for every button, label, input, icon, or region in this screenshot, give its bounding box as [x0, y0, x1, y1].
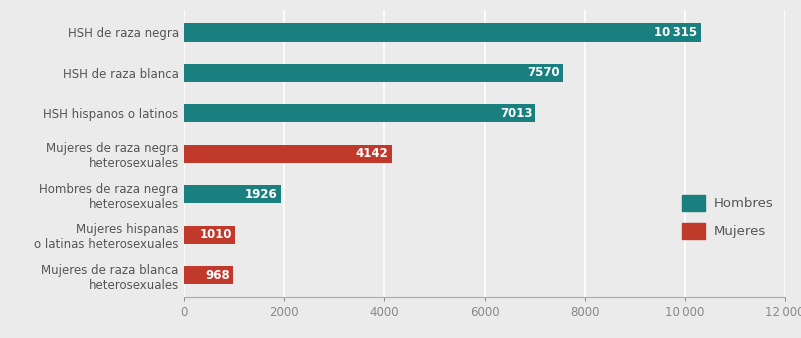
Text: 4142: 4142 — [356, 147, 388, 160]
Bar — [184, 185, 280, 203]
Text: 1926: 1926 — [245, 188, 278, 201]
Text: 1010: 1010 — [199, 228, 231, 241]
Text: 7013: 7013 — [500, 107, 533, 120]
Text: 10 315: 10 315 — [654, 26, 698, 39]
Legend: Hombres, Mujeres: Hombres, Mujeres — [676, 190, 779, 244]
Bar — [184, 23, 701, 42]
Bar — [184, 64, 563, 82]
Text: 7570: 7570 — [528, 66, 560, 79]
Bar — [184, 145, 392, 163]
Text: 968: 968 — [205, 269, 230, 282]
Bar — [184, 226, 235, 244]
Bar — [184, 104, 535, 122]
Bar — [184, 266, 233, 284]
